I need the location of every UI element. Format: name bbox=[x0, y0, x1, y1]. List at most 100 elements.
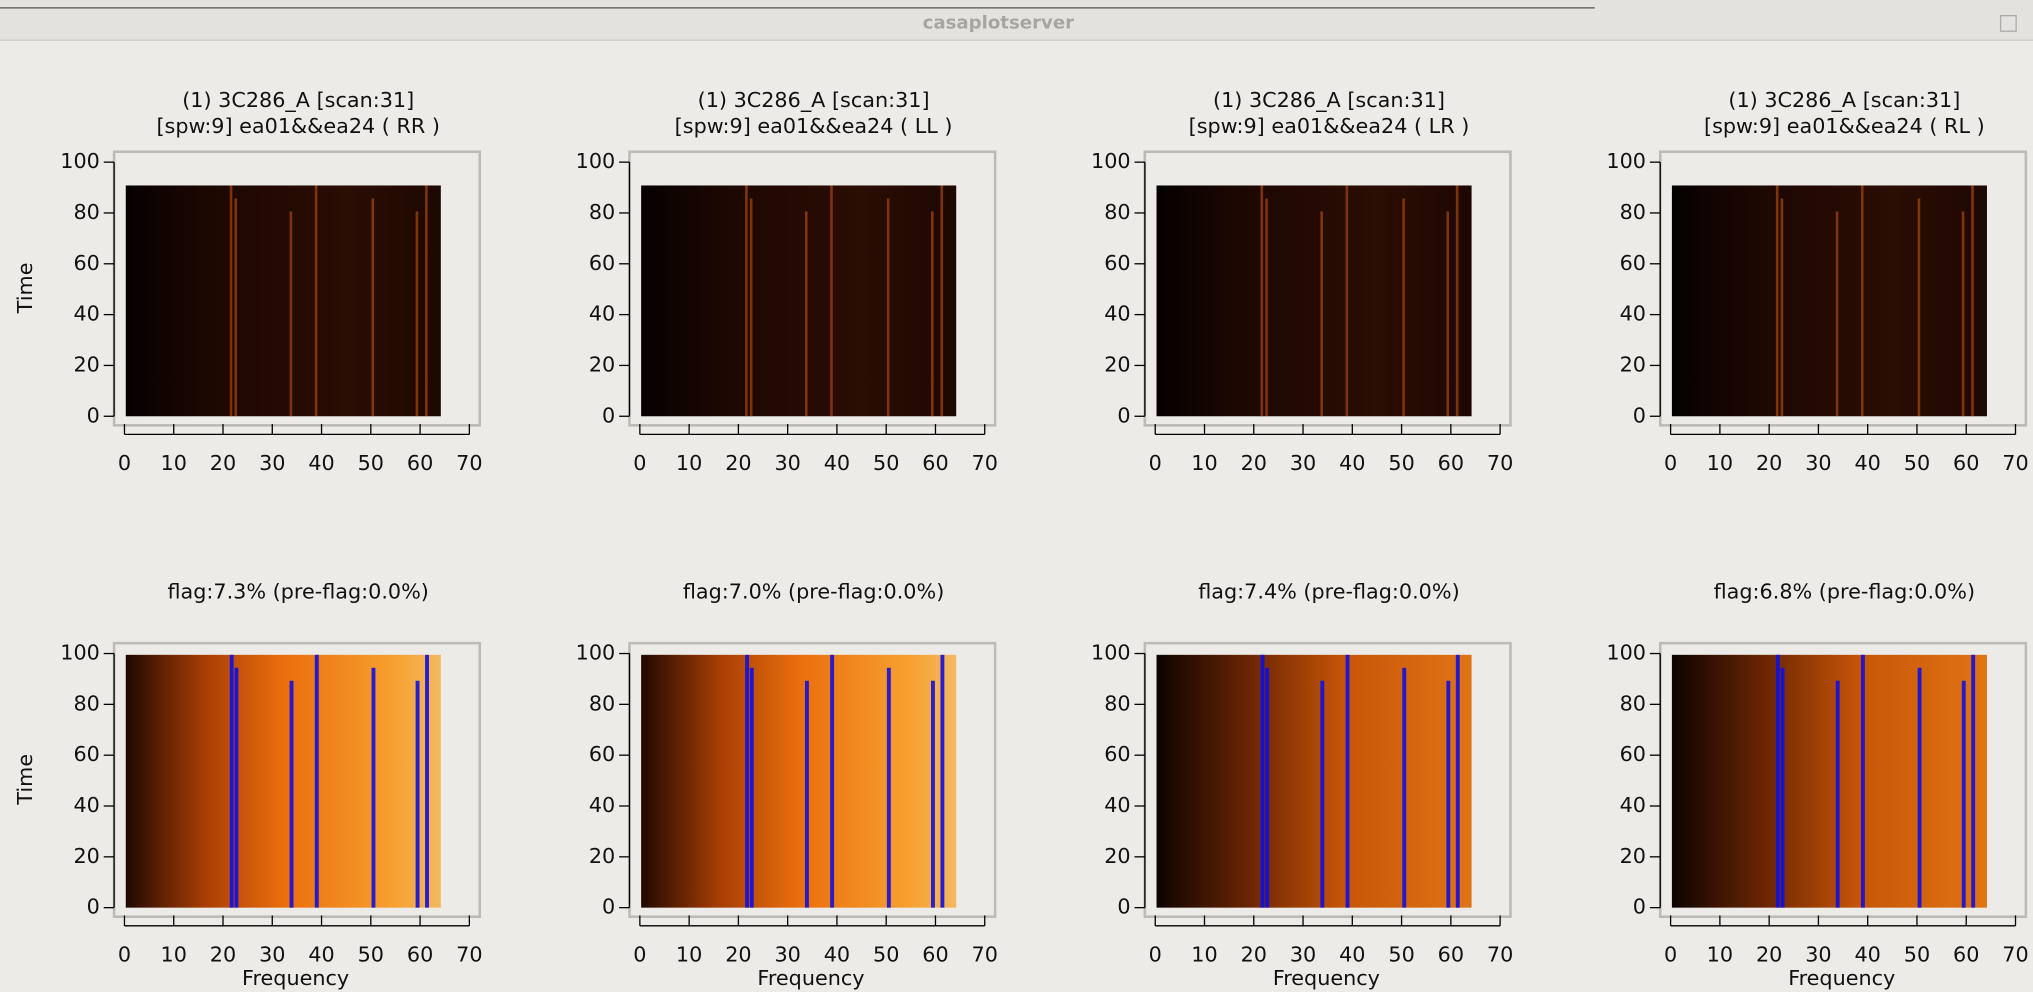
y-tick-label: 60 bbox=[589, 742, 615, 766]
y-tick-label: 0 bbox=[602, 403, 615, 427]
minimize-button[interactable] bbox=[1999, 14, 2017, 32]
y-tick-label: 0 bbox=[1117, 895, 1130, 919]
heatmap-stripe bbox=[804, 680, 809, 908]
x-tick-label: 40 bbox=[1339, 943, 1365, 967]
x-tick-label: 0 bbox=[118, 451, 131, 475]
heatmap-stripe bbox=[289, 211, 293, 417]
y-tick-label: 60 bbox=[73, 251, 99, 275]
heatmap-stripe bbox=[1320, 211, 1323, 417]
heatmap-stripe bbox=[1780, 198, 1784, 417]
y-tick-label: 100 bbox=[1606, 641, 1646, 665]
panel-title: (1) 3C286_A [scan:31] bbox=[182, 88, 414, 113]
heatmap-stripe bbox=[1917, 198, 1921, 417]
x-tick-label: 70 bbox=[1487, 451, 1513, 475]
y-tick-label: 40 bbox=[73, 793, 99, 817]
x-tick-label: 50 bbox=[1388, 943, 1414, 967]
x-tick-label: 70 bbox=[1487, 943, 1513, 967]
heatmap-stripe bbox=[749, 198, 753, 417]
y-tick-label: 100 bbox=[1091, 149, 1131, 173]
y-tick-label: 60 bbox=[73, 742, 99, 766]
heatmap-stripe bbox=[1971, 185, 1974, 417]
x-tick-label: 30 bbox=[259, 451, 285, 475]
panel-title: (1) 3C286_A [scan:31] bbox=[698, 88, 930, 113]
y-tick-label: 20 bbox=[1620, 352, 1646, 376]
y-tick-label: 80 bbox=[1620, 691, 1646, 715]
heatmap-stripe bbox=[1455, 654, 1460, 908]
x-axis-label: Frequency bbox=[1788, 966, 1895, 990]
x-tick-label: 20 bbox=[1756, 943, 1782, 967]
y-tick-label: 0 bbox=[87, 403, 100, 427]
panel-title: flag:7.3% (pre-flag:0.0%) bbox=[167, 580, 428, 604]
y-tick-label: 40 bbox=[1620, 793, 1646, 817]
y-tick-label: 20 bbox=[589, 844, 615, 868]
heatmap-stripe bbox=[745, 185, 748, 417]
y-tick-label: 40 bbox=[589, 302, 615, 326]
heatmap-stripe bbox=[1860, 185, 1864, 417]
x-tick-label: 60 bbox=[922, 943, 948, 967]
panel-title: flag:7.4% (pre-flag:0.0%) bbox=[1198, 580, 1459, 604]
x-tick-label: 30 bbox=[774, 451, 800, 475]
y-tick-label: 0 bbox=[602, 895, 615, 919]
heatmap-stripe bbox=[234, 667, 239, 908]
x-tick-label: 60 bbox=[1438, 943, 1464, 967]
window-title: casaplotserver bbox=[923, 12, 1075, 33]
heatmap-stripe bbox=[804, 211, 808, 417]
y-tick-label: 20 bbox=[73, 352, 99, 376]
heatmap bbox=[641, 185, 957, 417]
heatmap-stripe bbox=[229, 654, 234, 908]
y-tick-label: 40 bbox=[1104, 793, 1130, 817]
x-tick-label: 70 bbox=[456, 451, 482, 475]
heatmap-stripe bbox=[1775, 654, 1780, 908]
y-tick-label: 20 bbox=[1104, 352, 1130, 376]
panel-title: (1) 3C286_A [scan:31] bbox=[1213, 88, 1445, 113]
x-tick-label: 10 bbox=[1707, 943, 1733, 967]
x-tick-label: 30 bbox=[259, 943, 285, 967]
panel-title: [spw:9] ea01&&ea24 ( RL ) bbox=[1704, 114, 1985, 138]
heatmap-stripe bbox=[1260, 654, 1265, 908]
x-tick-label: 0 bbox=[633, 943, 646, 967]
heatmap-stripe bbox=[1835, 211, 1839, 417]
x-tick-label: 20 bbox=[725, 451, 751, 475]
x-tick-label: 50 bbox=[1904, 943, 1930, 967]
y-axis-label: Time bbox=[13, 263, 37, 315]
panel-title: flag:6.8% (pre-flag:0.0%) bbox=[1714, 580, 1975, 604]
x-tick-label: 40 bbox=[308, 451, 334, 475]
x-axis-label: Frequency bbox=[242, 966, 349, 990]
heatmap-stripe bbox=[1971, 654, 1976, 908]
x-tick-label: 50 bbox=[358, 943, 384, 967]
heatmap-stripe bbox=[931, 680, 935, 908]
y-tick-label: 100 bbox=[576, 149, 616, 173]
heatmap-stripe bbox=[1961, 680, 1966, 908]
y-tick-label: 100 bbox=[60, 641, 100, 665]
x-tick-label: 60 bbox=[1438, 451, 1464, 475]
x-tick-label: 10 bbox=[1191, 943, 1217, 967]
x-tick-label: 40 bbox=[1339, 451, 1365, 475]
heatmap-stripe bbox=[886, 198, 890, 417]
y-tick-label: 40 bbox=[589, 793, 615, 817]
heatmap-stripe bbox=[1345, 185, 1349, 417]
heatmap-stripe bbox=[1265, 198, 1268, 417]
y-tick-label: 100 bbox=[576, 641, 616, 665]
x-tick-label: 10 bbox=[1191, 451, 1217, 475]
heatmap-stripe bbox=[1402, 198, 1405, 417]
heatmap-stripe bbox=[415, 211, 419, 417]
x-tick-label: 50 bbox=[1904, 451, 1930, 475]
y-tick-label: 80 bbox=[589, 200, 615, 224]
x-tick-label: 0 bbox=[633, 451, 646, 475]
y-tick-label: 40 bbox=[73, 302, 99, 326]
heatmap-stripe bbox=[1860, 654, 1865, 908]
heatmap-stripe bbox=[1961, 211, 1965, 417]
heatmap-stripe bbox=[425, 185, 428, 417]
heatmap-stripe bbox=[1446, 680, 1451, 908]
heatmap-stripe bbox=[234, 198, 238, 417]
heatmap-stripe bbox=[229, 185, 233, 417]
y-tick-label: 100 bbox=[1606, 149, 1646, 173]
x-tick-label: 30 bbox=[1290, 943, 1316, 967]
x-tick-label: 40 bbox=[308, 943, 334, 967]
x-tick-label: 0 bbox=[1664, 451, 1677, 475]
heatmap-stripe bbox=[415, 680, 420, 908]
heatmap-stripe bbox=[940, 654, 945, 908]
title-bar bbox=[0, 0, 2033, 41]
heatmap-stripe bbox=[886, 667, 891, 908]
x-tick-label: 70 bbox=[972, 451, 998, 475]
